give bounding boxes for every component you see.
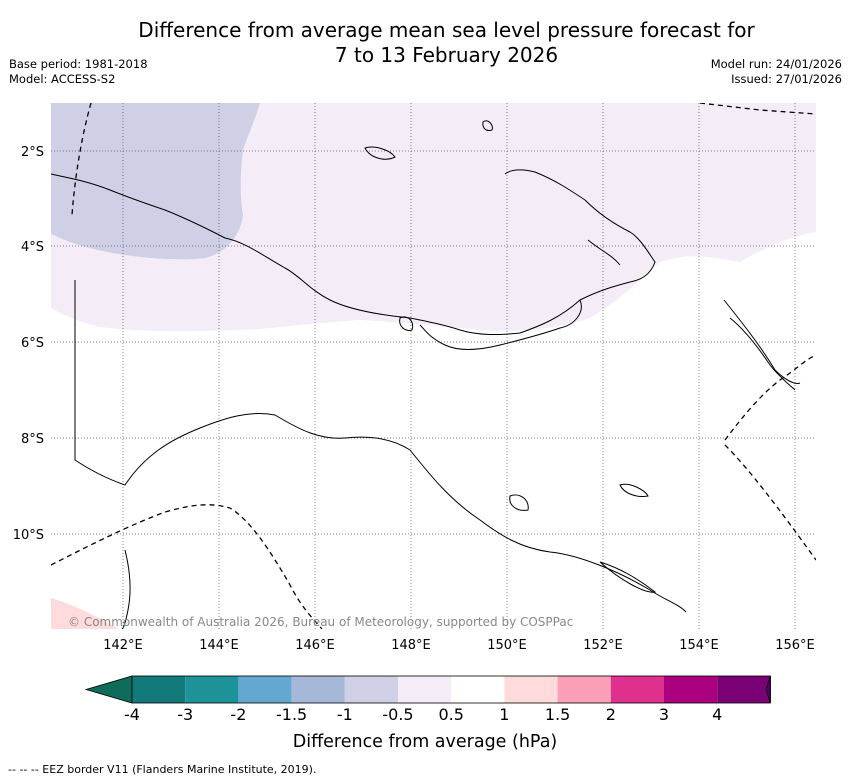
colorbar-tick-label: 1 (499, 705, 509, 724)
colorbar-tick-label: -4 (124, 705, 140, 724)
eez-border (724, 444, 816, 561)
colorbar-segment (291, 676, 345, 703)
credit-text: © Commonwealth of Australia 2026, Bureau… (68, 615, 573, 629)
colorbar-tick-label: 4 (712, 705, 722, 724)
colorbar-segment (185, 676, 239, 703)
colorbar-tick-label: 2 (606, 705, 616, 724)
longitude-label: 150°E (487, 638, 527, 653)
longitude-label: 154°E (679, 638, 719, 653)
island-outline (482, 120, 493, 131)
longitude-label: 152°E (583, 638, 623, 653)
model-name: Model: ACCESS-S2 (9, 72, 116, 86)
papua-south-coast (419, 299, 582, 350)
longitude-label: 146°E (295, 638, 335, 653)
colorbar-segment (610, 676, 664, 703)
colorbar-tick-label: 1.5 (545, 705, 570, 724)
anomaly-region-northern-band (51, 103, 816, 332)
colorbar-tick-label: -0.5 (382, 705, 413, 724)
latitude-label: 4°S (21, 240, 44, 255)
island-outline (509, 494, 529, 511)
bougainville-coast (729, 317, 796, 391)
anomaly-region-south-west (51, 598, 118, 629)
meta-left: Base period: 1981-2018 Model: ACCESS-S2 (9, 57, 148, 87)
colorbar-segment (344, 676, 398, 703)
latitude-labels: 2°S 4°S 6°S 8°S 10°S (13, 145, 44, 543)
colorbar-segment (504, 676, 558, 703)
meta-right: Model run: 24/01/2026 Issued: 27/01/2026 (711, 57, 842, 87)
model-run: Model run: 24/01/2026 (710, 57, 842, 71)
colorbar-segment (557, 676, 611, 703)
latitude-label: 8°S (21, 432, 44, 447)
new-britain-coast (587, 239, 801, 384)
colorbar-tick-label: 3 (659, 705, 669, 724)
colorbar-under-arrow (84, 675, 133, 704)
eez-borders (51, 103, 816, 629)
colorbar-segment (664, 676, 718, 703)
island-outline (364, 146, 396, 160)
latitude-label: 2°S (21, 145, 44, 160)
base-period: Base period: 1981-2018 (9, 57, 148, 71)
new-guinea-coastline (51, 169, 656, 336)
gulf-coast (74, 300, 687, 613)
map-area (51, 103, 816, 629)
island-outline (599, 561, 657, 593)
colorbar-segment (451, 676, 505, 703)
eez-border (71, 103, 92, 216)
gridlines (51, 103, 816, 629)
title-line-1: Difference from average mean sea level p… (138, 18, 755, 42)
colorbar-outline (131, 675, 771, 704)
colorbar-title: Difference from average (hPa) (293, 732, 558, 752)
colorbar-tick-label: -3 (177, 705, 193, 724)
eez-border (724, 354, 816, 441)
cape-york-coast (121, 549, 131, 629)
eez-border (699, 103, 816, 115)
eez-footnote: -- -- -- EEZ border V11 (Flanders Marine… (8, 763, 317, 776)
chart-title: Difference from average mean sea level p… (0, 18, 850, 68)
coastlines (51, 120, 801, 629)
colorbar: -4 -3 -2 -1.5 -1 -0.5 0.5 1 1.5 2 3 4 (84, 675, 771, 724)
latitude-label: 10°S (13, 528, 44, 543)
latitude-label: 6°S (21, 336, 44, 351)
colorbar-tick-label: -1 (337, 705, 353, 724)
colorbar-tick-label: -1.5 (276, 705, 307, 724)
longitude-labels: 142°E 144°E 146°E 148°E 150°E 152°E 154°E 156°E (103, 638, 815, 653)
eez-border (51, 504, 323, 629)
colorbar-segment (717, 676, 771, 703)
island-outline (399, 316, 414, 331)
longitude-label: 144°E (199, 638, 239, 653)
anomaly-region-north-west (51, 103, 260, 260)
longitude-label: 148°E (391, 638, 431, 653)
colorbar-segment (398, 676, 452, 703)
island-outline (619, 483, 649, 497)
colorbar-segment (132, 676, 186, 703)
longitude-label: 142°E (103, 638, 143, 653)
title-line-2: 7 to 13 February 2026 (334, 43, 559, 67)
issued-date: Issued: 27/01/2026 (731, 72, 842, 86)
colorbar-segment (238, 676, 292, 703)
longitude-label: 156°E (775, 638, 815, 653)
colorbar-tick-label: -2 (230, 705, 246, 724)
colorbar-tick-label: 0.5 (438, 705, 463, 724)
